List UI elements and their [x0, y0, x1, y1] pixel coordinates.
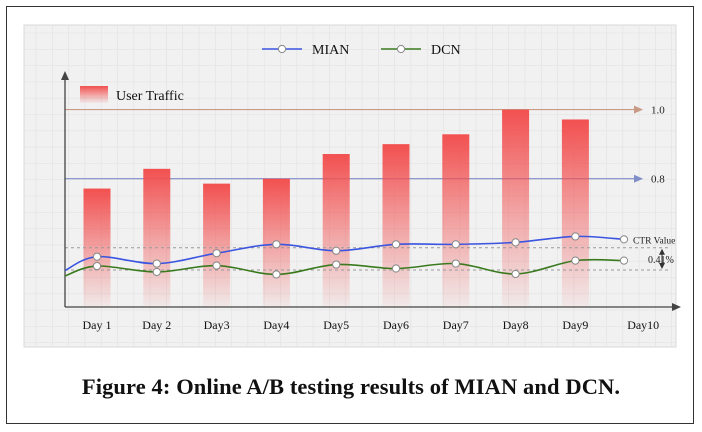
mian-point-6 — [391, 240, 401, 249]
dcn-point-1 — [92, 261, 102, 271]
x-tick-label-10: Day10 — [627, 318, 659, 332]
dcn-point-9 — [571, 256, 580, 265]
gap-arrow-up — [659, 248, 665, 255]
legend-label-user-traffic: User Traffic — [116, 89, 184, 104]
ctr-value-label: CTR Value — [633, 236, 675, 246]
x-tick-label-3: Day3 — [204, 318, 230, 332]
dcn-point-2 — [152, 267, 161, 277]
x-tick-label-9: Day9 — [562, 318, 588, 332]
legend-marker-mian — [277, 44, 287, 54]
dcn-point-4 — [272, 270, 281, 279]
x-tick-label-4: Day4 — [263, 318, 289, 332]
x-tick-label-6: Day6 — [383, 318, 409, 332]
mian-point-10 — [619, 235, 629, 244]
dcn-point-8 — [511, 269, 520, 279]
mian-point-4 — [272, 240, 281, 249]
legend-marker-dcn — [396, 44, 406, 54]
dcn-point-6 — [391, 264, 401, 273]
dcn-point-10 — [619, 256, 629, 265]
mian-point-3 — [212, 249, 221, 258]
traffic-bar-7 — [442, 134, 470, 307]
ab-test-chart: 1.0 0.8 Day 1 Day 2 Day3 Day4 Day5 Day6 Day7 Day8… — [23, 24, 681, 348]
x-axis-arrow — [672, 303, 681, 311]
mian-point-2 — [152, 259, 161, 268]
gap-label: 0.41% — [648, 255, 674, 266]
reference-line-arrow-0 — [634, 105, 643, 114]
traffic-bar-6 — [382, 144, 410, 307]
dcn-point-3 — [212, 261, 221, 270]
x-tick-label-7: Day7 — [443, 318, 469, 332]
y-axis-arrow — [61, 71, 69, 80]
dcn-point-5 — [332, 260, 341, 269]
mian-point-5 — [332, 246, 341, 255]
mian-point-9 — [571, 232, 580, 241]
x-tick-label-8: Day8 — [503, 318, 529, 332]
traffic-bar-9 — [561, 119, 589, 307]
x-tick-label-5: Day5 — [323, 318, 349, 332]
x-tick-label-1: Day 1 — [83, 318, 112, 332]
gap-arrow-down — [659, 262, 665, 269]
legend-label-mian: MIAN — [312, 43, 349, 58]
mian-point-1 — [92, 252, 102, 261]
mian-point-7 — [451, 240, 460, 249]
traffic-bar-2 — [143, 168, 171, 307]
traffic-bar-3 — [203, 183, 231, 307]
figure-caption: Figure 4: Online A/B testing results of … — [81, 374, 621, 399]
dcn-point-7 — [451, 259, 460, 268]
reference-line-label-0: 1.0 — [651, 105, 665, 117]
legend-label-dcn: DCN — [431, 43, 461, 58]
reference-line-arrow-1 — [634, 174, 643, 183]
x-tick-label-2: Day 2 — [142, 318, 171, 332]
legend-swatch-user-traffic — [80, 86, 108, 103]
mian-point-8 — [511, 238, 520, 247]
reference-line-label-1: 0.8 — [651, 174, 665, 186]
traffic-bar-5 — [322, 154, 350, 307]
